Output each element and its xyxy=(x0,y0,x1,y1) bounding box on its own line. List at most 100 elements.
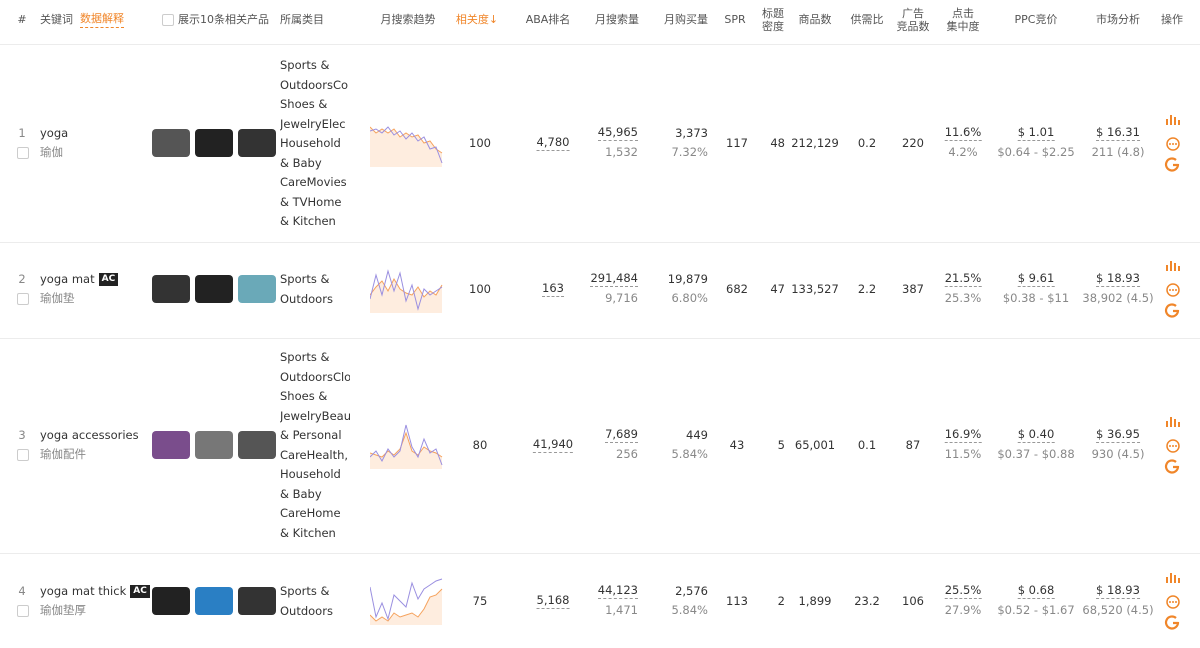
analysis-icon[interactable] xyxy=(1166,421,1168,427)
trend-line xyxy=(370,126,443,164)
analysis-icon[interactable] xyxy=(1170,115,1172,125)
analysis-icon[interactable] xyxy=(1166,265,1168,271)
analysis-icon[interactable] xyxy=(1174,117,1176,125)
title-density: 47 xyxy=(770,282,785,296)
category-line: OutdoorsCo xyxy=(280,77,349,92)
keyword[interactable]: yoga accessories xyxy=(40,428,139,442)
google-icon[interactable] xyxy=(1164,157,1180,172)
search-volume[interactable]: 45,965 xyxy=(597,125,638,141)
category-line: & Personal xyxy=(280,428,342,443)
product-images[interactable] xyxy=(150,423,276,467)
trend-area xyxy=(370,279,442,313)
google-icon[interactable] xyxy=(1164,459,1180,474)
header-supply: 供需比 xyxy=(850,13,884,26)
more-dot xyxy=(1169,143,1171,145)
product-images[interactable] xyxy=(150,579,276,623)
aba-rank[interactable]: 163 xyxy=(542,281,564,297)
category-line: Sports & xyxy=(280,272,330,287)
category-line: & Kitchen xyxy=(280,214,336,228)
ppc-range: $0.64 - $2.25 xyxy=(997,145,1075,159)
more-dot xyxy=(1175,601,1177,603)
row-divider xyxy=(0,553,1200,554)
row-index: 2 xyxy=(18,272,26,286)
market-price[interactable]: $ 18.93 xyxy=(1096,271,1140,287)
analysis-icon[interactable] xyxy=(1166,577,1168,583)
market-price[interactable]: $ 18.93 xyxy=(1096,583,1140,599)
google-icon[interactable] xyxy=(1164,615,1180,630)
market-price[interactable]: $ 16.31 xyxy=(1096,125,1140,141)
click-share[interactable]: 16.9% xyxy=(944,427,982,443)
header-ads: 竞品数 xyxy=(896,20,930,33)
more-icon[interactable] xyxy=(1166,439,1180,453)
purchase-rate: 5.84% xyxy=(671,603,708,617)
more-dot xyxy=(1175,143,1177,145)
market-reviews: 38,902 (4.5) xyxy=(1082,291,1154,305)
ops-icons xyxy=(1164,261,1180,318)
ad-products: 220 xyxy=(902,136,924,150)
ppc[interactable]: $ 9.61 xyxy=(1017,271,1055,287)
product-image xyxy=(195,587,233,615)
product-images[interactable] xyxy=(150,267,276,311)
aba-rank[interactable]: 5,168 xyxy=(536,593,570,609)
more-dot xyxy=(1169,601,1171,603)
ppc[interactable]: $ 0.68 xyxy=(1017,583,1055,599)
product-images[interactable] xyxy=(150,121,276,165)
ppc[interactable]: $ 0.40 xyxy=(1017,427,1055,443)
more-icon[interactable] xyxy=(1166,595,1180,609)
trend-area xyxy=(370,433,442,469)
header-relevance[interactable]: 相关度↓ xyxy=(455,13,499,26)
ppc[interactable]: $ 1.01 xyxy=(1017,125,1055,141)
click-share[interactable]: 25.5% xyxy=(944,583,982,599)
supply-demand: 2.2 xyxy=(857,282,877,296)
search-volume[interactable]: 291,484 xyxy=(590,271,638,287)
aba-rank[interactable]: 41,940 xyxy=(532,437,574,453)
analysis-icon[interactable] xyxy=(1170,573,1172,583)
checkbox[interactable] xyxy=(162,14,174,26)
category-line: & Baby xyxy=(280,486,322,501)
click-share[interactable]: 11.6% xyxy=(944,125,982,141)
analysis-icon[interactable] xyxy=(1178,578,1180,583)
keyword[interactable]: yoga xyxy=(40,126,69,140)
header-market: 市场分析 xyxy=(1096,13,1140,26)
market-reviews: 68,520 (4.5) xyxy=(1082,603,1154,617)
checkbox[interactable] xyxy=(17,449,29,461)
checkbox[interactable] xyxy=(17,605,29,617)
aba-rank[interactable]: 4,780 xyxy=(536,135,570,151)
category-line: Sports & xyxy=(280,58,330,72)
checkbox[interactable] xyxy=(17,147,29,159)
header-click: 点击 xyxy=(952,7,974,20)
market-reviews: 211 (4.8) xyxy=(1091,145,1145,159)
more-dot xyxy=(1172,445,1174,447)
checkbox[interactable] xyxy=(17,293,29,305)
search-volume[interactable]: 44,123 xyxy=(597,583,638,599)
analysis-icon[interactable] xyxy=(1178,422,1180,427)
analysis-icon[interactable] xyxy=(1174,575,1176,583)
analysis-icon[interactable] xyxy=(1178,266,1180,271)
category-line: & Kitchen xyxy=(280,525,336,540)
keyword[interactable]: yoga mat thick AC xyxy=(40,583,150,599)
analysis-icon[interactable] xyxy=(1174,419,1176,427)
google-icon[interactable] xyxy=(1164,303,1180,318)
product-count: 212,129 xyxy=(791,136,839,150)
click-share[interactable]: 21.5% xyxy=(944,271,982,287)
more-icon[interactable] xyxy=(1166,283,1180,297)
analysis-icon[interactable] xyxy=(1178,120,1180,125)
product-image xyxy=(195,129,233,157)
market-price[interactable]: $ 36.95 xyxy=(1096,427,1140,443)
analysis-icon[interactable] xyxy=(1166,119,1168,125)
product-image xyxy=(238,431,276,459)
row-index: 1 xyxy=(18,126,26,140)
row-index: 3 xyxy=(18,428,26,442)
analysis-icon[interactable] xyxy=(1170,261,1172,271)
search-volume[interactable]: 7,689 xyxy=(605,427,638,443)
product-image xyxy=(238,587,276,615)
more-icon[interactable] xyxy=(1166,137,1180,151)
category-line: Sports & xyxy=(280,584,330,599)
header-explain[interactable]: 数据解释 xyxy=(80,12,124,28)
analysis-icon[interactable] xyxy=(1174,263,1176,271)
category-line: Outdoors xyxy=(280,603,333,618)
trend-line xyxy=(370,126,443,154)
analysis-icon[interactable] xyxy=(1170,417,1172,427)
keyword[interactable]: yoga mat AC xyxy=(40,271,119,287)
